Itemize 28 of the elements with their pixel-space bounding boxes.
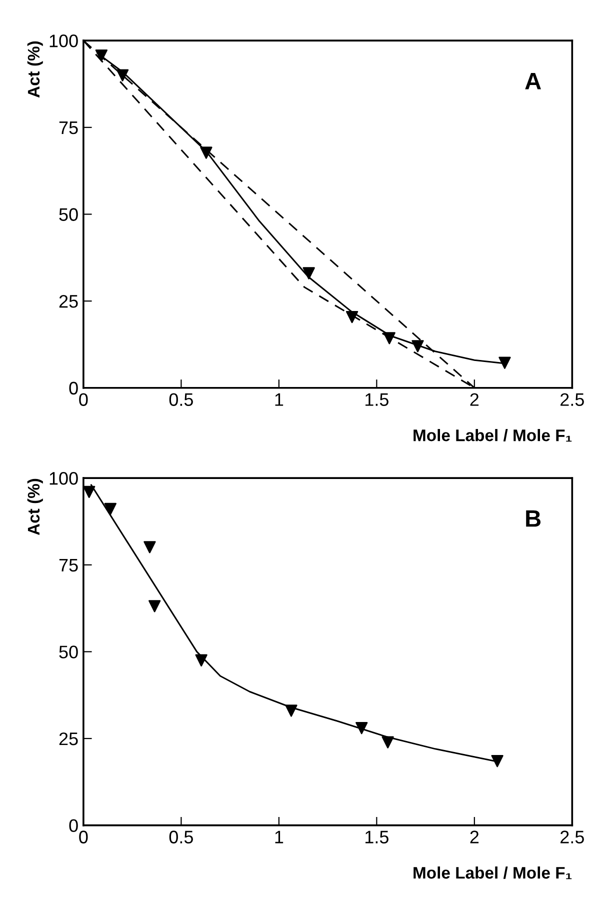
y-tick-label: 100 <box>50 34 78 48</box>
x-tick-label: 1.5 <box>366 393 388 406</box>
x-tick-label: 2.5 <box>560 830 584 844</box>
x-tick-label: 0 <box>79 830 88 844</box>
y-tick-label: 50 <box>59 646 78 658</box>
y-tick-label: 50 <box>59 208 78 221</box>
y-tick-label: 75 <box>59 559 78 572</box>
x-tick-label: 0.5 <box>169 830 193 844</box>
annotation: B <box>526 510 541 527</box>
x-axis-title: Mole Label / Mole F₁ <box>414 866 572 880</box>
x-tick-label: 2.5 <box>560 393 584 406</box>
x-tick-label: 1 <box>275 393 284 406</box>
y-axis-title: Act (%) <box>27 478 43 536</box>
x-tick-label: 0.5 <box>169 393 193 406</box>
y-tick-label: 25 <box>59 294 78 308</box>
x-tick-label: 1 <box>275 830 284 844</box>
x-tick-label: 1.5 <box>366 830 388 844</box>
x-tick-label: 2 <box>470 393 479 406</box>
y-tick-label: 100 <box>50 472 78 485</box>
y-tick-label: 75 <box>59 122 78 134</box>
y-tick-label: 0 <box>69 382 78 395</box>
y-tick-label: 25 <box>59 732 78 746</box>
x-tick-label: 2 <box>470 830 479 844</box>
annotation: A <box>525 72 541 90</box>
y-tick-label: 0 <box>69 819 78 832</box>
x-axis-title: Mole Label / Mole F₁ <box>414 428 572 442</box>
y-axis-title: Act (%) <box>27 41 43 98</box>
x-tick-label: 0 <box>79 393 88 406</box>
